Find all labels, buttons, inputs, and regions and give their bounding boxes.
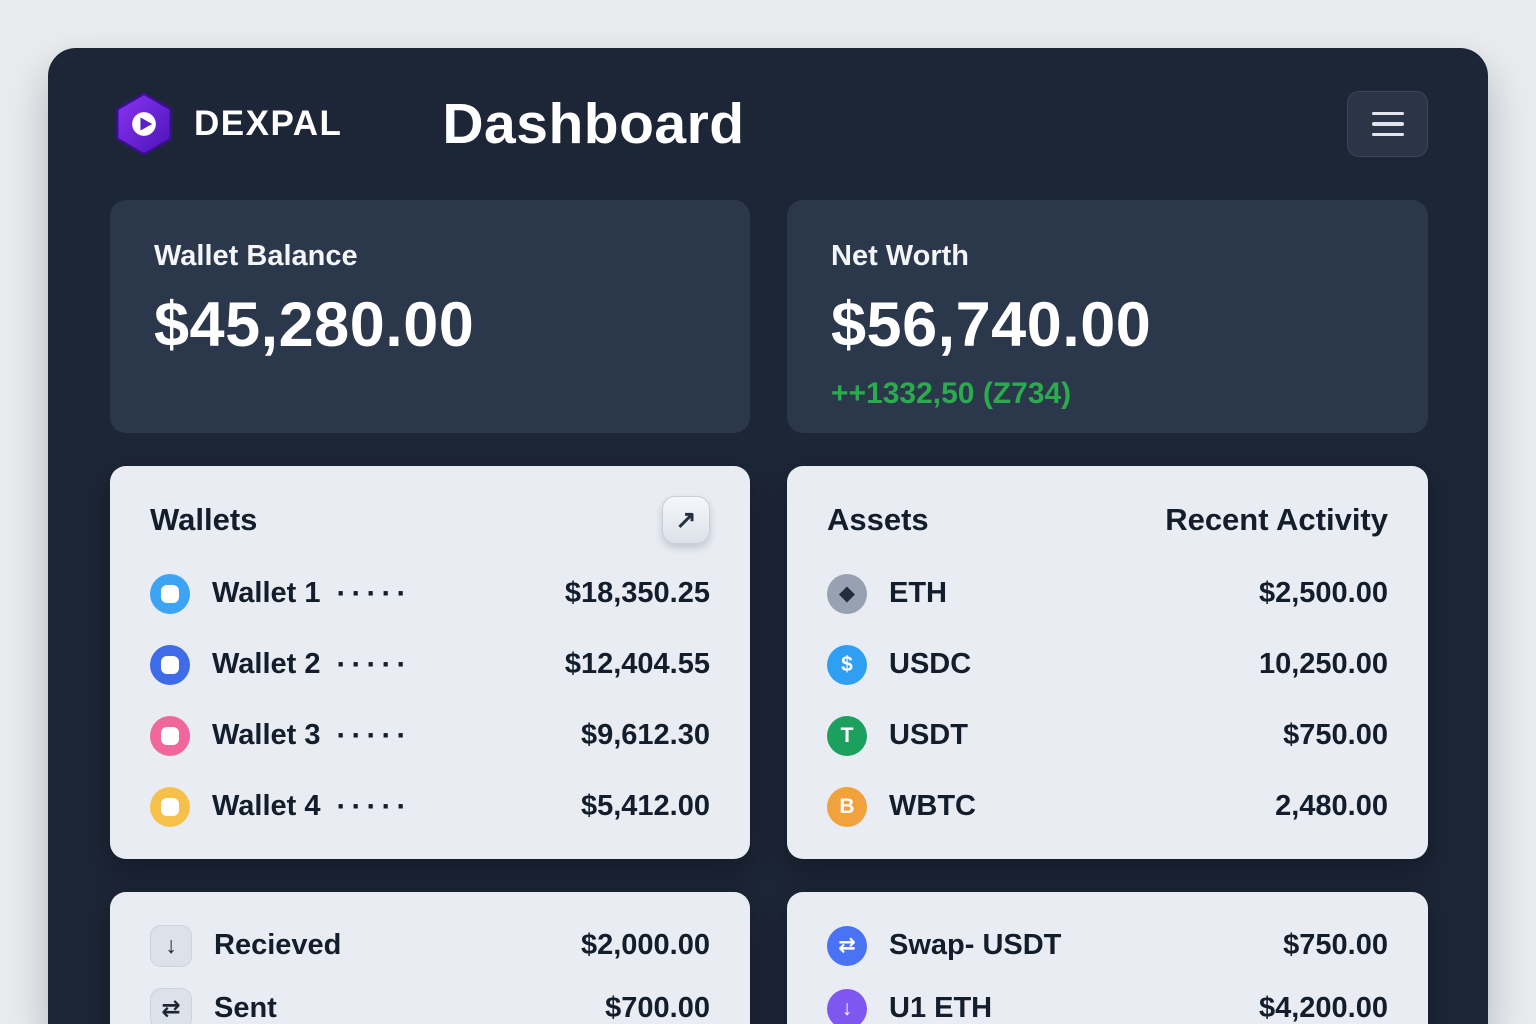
- wallet-mask-dots: ·····: [336, 576, 412, 610]
- wallet-mask-dots: ·····: [336, 789, 412, 823]
- asset-value: $750.00: [1283, 719, 1388, 751]
- net-worth-label: Net Worth: [831, 240, 970, 272]
- swap-icon: ⇄: [827, 925, 867, 966]
- wallet-mask-dots: ·····: [336, 718, 412, 752]
- transfer-row[interactable]: ⇄ Sent $700.00: [150, 977, 710, 1024]
- activity-card: ⇄ Swap- USDT $750.00 ↓ U1 ETH $4,200.00: [787, 892, 1428, 1024]
- page-title: Dashboard: [442, 92, 745, 156]
- brand-name: DEXPAL: [194, 104, 343, 143]
- activity-label: Swap- USDT: [889, 929, 1062, 961]
- activity-value: $750.00: [1283, 929, 1388, 961]
- asset-value: 10,250.00: [1258, 648, 1388, 680]
- wbtc-icon: B: [827, 786, 867, 827]
- transfer-value: $700.00: [605, 992, 710, 1024]
- wallet-row[interactable]: Wallet 4 ····· $5,412.00: [150, 771, 710, 842]
- wallet-value: $9,612.30: [580, 719, 710, 751]
- arrow-down-icon: ↓: [150, 924, 192, 967]
- swap-arrows-icon: ⇄: [150, 987, 192, 1024]
- wallet-2-icon: [150, 644, 190, 685]
- asset-symbol: ETH: [889, 577, 947, 609]
- hamburger-menu-button[interactable]: [1347, 91, 1428, 157]
- asset-row[interactable]: B WBTC 2,480.00: [827, 771, 1388, 842]
- wallet-row[interactable]: Wallet 3 ····· $9,612.30: [150, 700, 710, 771]
- wallets-title: Wallets: [150, 502, 258, 537]
- usdt-icon: T: [827, 715, 867, 756]
- arrow-up-right-icon: ↗: [675, 506, 697, 534]
- net-worth-card: Net Worth $56,740.00 ++1332,50 (Z734): [787, 200, 1428, 433]
- usdc-icon: $: [827, 644, 867, 685]
- asset-symbol: WBTC: [889, 790, 976, 822]
- asset-value: 2,480.00: [1275, 790, 1388, 822]
- wallet-1-icon: [150, 573, 190, 614]
- dexpal-logo-icon: [116, 92, 172, 156]
- transfer-value: $2,000.00: [580, 929, 710, 961]
- asset-value: $2,500.00: [1258, 577, 1388, 609]
- transfer-label: Recieved: [214, 929, 342, 961]
- net-worth-value: $56,740.00: [831, 290, 1152, 360]
- assets-card: Assets Recent Activity ◆ ETH $2,500.00 $…: [787, 466, 1428, 859]
- wallets-expand-button[interactable]: ↗: [662, 496, 710, 544]
- wallet-balance-value: $45,280.00: [154, 290, 475, 360]
- wallet-value: $12,404.55: [564, 648, 710, 680]
- assets-title: Assets: [827, 502, 929, 537]
- asset-symbol: USDC: [889, 648, 972, 680]
- wallet-row[interactable]: Wallet 1 ····· $18,350.25: [150, 558, 710, 629]
- wallet-name: Wallet 2: [212, 648, 321, 680]
- asset-row[interactable]: T USDT $750.00: [827, 700, 1388, 771]
- transfer-label: Sent: [214, 992, 277, 1024]
- transfer-row[interactable]: ↓ Recieved $2,000.00: [150, 914, 710, 977]
- wallet-value: $18,350.25: [564, 577, 710, 609]
- net-worth-change: ++1332,50 (Z734): [831, 377, 1072, 410]
- wallet-mask-dots: ·····: [336, 647, 412, 681]
- activity-row[interactable]: ⇄ Swap- USDT $750.00: [827, 914, 1388, 977]
- recent-activity-title: Recent Activity: [1165, 502, 1388, 537]
- wallets-card: Wallets ↗ Wallet 1 ····· $18,350.25 Wall…: [110, 466, 750, 859]
- dashboard-grid: Wallet Balance $45,280.00 Net Worth $56,…: [48, 200, 1488, 1024]
- wallet-name: Wallet 1: [212, 577, 321, 609]
- transfers-card: ↓ Recieved $2,000.00 ⇄ Sent $700.00: [110, 892, 750, 1024]
- wallet-name: Wallet 3: [212, 719, 321, 751]
- activity-row[interactable]: ↓ U1 ETH $4,200.00: [827, 977, 1388, 1024]
- wallet-value: $5,412.00: [580, 790, 710, 822]
- wallet-3-icon: [150, 715, 190, 756]
- wallet-balance-label: Wallet Balance: [154, 240, 358, 272]
- activity-label: U1 ETH: [889, 992, 993, 1024]
- asset-symbol: USDT: [889, 719, 968, 751]
- wallet-balance-card: Wallet Balance $45,280.00: [110, 200, 750, 433]
- wallet-4-icon: [150, 786, 190, 827]
- brand: DEXPAL: [114, 92, 342, 156]
- transfer-down-icon: ↓: [827, 988, 867, 1024]
- asset-row[interactable]: ◆ ETH $2,500.00: [827, 558, 1388, 629]
- hamburger-icon: [1371, 111, 1404, 137]
- eth-icon: ◆: [827, 573, 867, 614]
- asset-row[interactable]: $ USDC 10,250.00: [827, 629, 1388, 700]
- app-window: DEXPAL Dashboard Wallet Balance $45,280.…: [48, 48, 1488, 1024]
- activity-value: $4,200.00: [1258, 992, 1388, 1024]
- wallet-name: Wallet 4: [212, 790, 321, 822]
- top-bar: DEXPAL Dashboard: [48, 48, 1488, 200]
- wallet-row[interactable]: Wallet 2 ····· $12,404.55: [150, 629, 710, 700]
